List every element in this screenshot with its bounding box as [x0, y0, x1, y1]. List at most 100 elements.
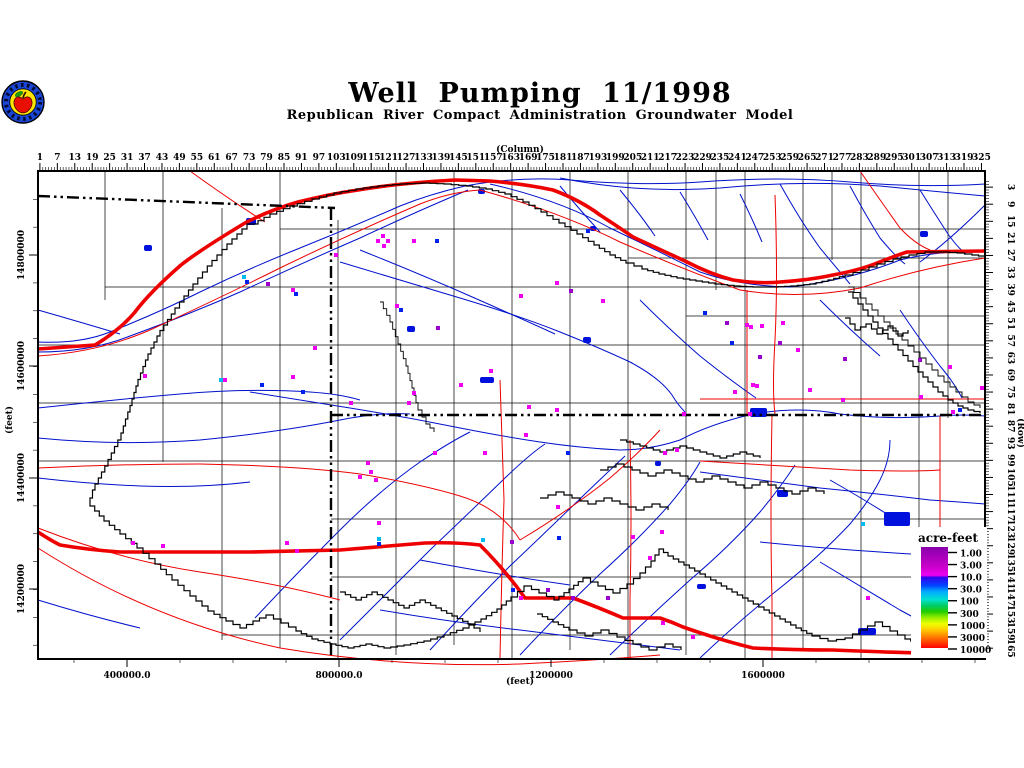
well-cell	[808, 388, 812, 392]
well-cell	[334, 253, 338, 257]
well-cell	[489, 369, 493, 373]
column-tick-label: 121	[379, 153, 398, 163]
row-tick-label: 123	[1005, 519, 1015, 538]
legend-tick-label: 10.0	[960, 574, 982, 584]
row-tick-label: 135	[1005, 553, 1015, 572]
well-cell	[527, 405, 531, 409]
well-cell	[433, 451, 437, 455]
column-tick-label: 109	[344, 153, 363, 163]
row-tick-label: 111	[1005, 485, 1015, 504]
column-tick-label: 79	[260, 153, 273, 163]
column-tick-label: 67	[225, 153, 238, 163]
column-tick-label: 229	[693, 153, 712, 163]
row-tick-label: 93	[1005, 437, 1015, 450]
bottom-tick-label: 800000.0	[316, 671, 363, 681]
well-cell	[291, 288, 295, 292]
row-tick-label: 3	[1005, 184, 1015, 190]
row-tick-label: 147	[1005, 588, 1015, 607]
legend-tick-label: 100	[960, 598, 979, 608]
rrca-apple-logo-icon	[1, 80, 45, 124]
column-tick-label: 223	[676, 153, 695, 163]
well-cell	[606, 596, 610, 600]
column-tick-label: 151	[466, 153, 485, 163]
column-tick-label: 313	[937, 153, 956, 163]
well-cell	[483, 451, 487, 455]
well-cell	[958, 408, 962, 412]
column-tick-label: 55	[191, 153, 204, 163]
legend-tick-label: 1.00	[960, 550, 982, 560]
well-cell	[510, 540, 514, 544]
legend-tick-label: 1000	[960, 622, 985, 632]
row-tick-label: 87	[1005, 420, 1015, 433]
axis-tick-labels-layer: 1 7 13 19 25 31 37 43 49 55 61 67 73 79 85 91 97 10310911…	[17, 153, 1015, 681]
well-cell	[266, 282, 270, 286]
left-axis-caption: (feet)	[4, 406, 15, 434]
well-cell	[951, 410, 955, 414]
major-highways-layer	[37, 178, 986, 657]
well-pumping-cells-layer	[131, 229, 984, 639]
row-tick-label: 141	[1005, 571, 1015, 590]
legend-tick-label: 10000	[960, 646, 991, 656]
column-tick-label: 295	[885, 153, 904, 163]
column-tick-label: 49	[173, 153, 186, 163]
column-tick-label: 97	[313, 153, 326, 163]
column-tick-label: 241	[728, 153, 747, 163]
column-tick-label: 325	[972, 153, 991, 163]
column-tick-label: 157	[484, 153, 503, 163]
well-cell	[682, 412, 686, 416]
well-cell	[377, 537, 381, 541]
state-borders-layer	[37, 194, 985, 659]
well-cell	[131, 541, 135, 545]
well-cell	[161, 544, 165, 548]
column-tick-label: 85	[278, 153, 291, 163]
column-tick-label: 271	[815, 153, 834, 163]
column-tick-label: 145	[449, 153, 468, 163]
column-tick-label: 73	[243, 153, 256, 163]
column-tick-label: 277	[833, 153, 852, 163]
well-cell	[349, 401, 353, 405]
column-tick-label: 283	[850, 153, 869, 163]
well-cell	[242, 275, 246, 279]
left-tick-label: 14600000	[17, 341, 27, 391]
well-cell	[918, 358, 922, 362]
column-tick-label: 247	[745, 153, 764, 163]
well-cell	[751, 383, 755, 387]
well-cell	[980, 386, 984, 390]
column-tick-label: 199	[606, 153, 625, 163]
column-tick-label: 19	[86, 153, 99, 163]
well-cell	[566, 451, 570, 455]
column-tick-label: 217	[658, 153, 677, 163]
legend-tick-label: 3000	[960, 634, 985, 644]
column-tick-label: 169	[519, 153, 538, 163]
column-tick-label: 13	[69, 153, 82, 163]
well-cell	[412, 391, 416, 395]
well-cell	[219, 378, 223, 382]
well-cell	[660, 530, 664, 534]
row-tick-label: 15	[1005, 215, 1015, 228]
legend: acre-feet 1.00 3.00 10.0 30.0 100 300 1000 3000…	[911, 527, 991, 658]
well-cell	[556, 505, 560, 509]
well-cell	[745, 323, 749, 327]
column-tick-label: 61	[208, 153, 221, 163]
column-axis-caption: (Column)	[496, 144, 544, 155]
row-tick-label: 39	[1005, 283, 1015, 296]
well-cell	[245, 280, 249, 284]
well-cell	[758, 355, 762, 359]
well-cell	[760, 324, 764, 328]
well-cell	[748, 412, 752, 416]
well-cell	[631, 535, 635, 539]
column-tick-label: 25	[103, 153, 116, 163]
well-cell	[675, 448, 679, 452]
well-cell	[796, 348, 800, 352]
row-tick-label: 75	[1005, 386, 1015, 399]
well-cell	[601, 299, 605, 303]
highways-layer	[37, 170, 986, 666]
bottom-tick-label: 1200000	[529, 671, 573, 681]
column-tick-label: 193	[588, 153, 607, 163]
row-tick-label: 105	[1005, 468, 1015, 487]
well-cell	[648, 556, 652, 560]
well-cell	[377, 521, 381, 525]
well-cell	[866, 596, 870, 600]
